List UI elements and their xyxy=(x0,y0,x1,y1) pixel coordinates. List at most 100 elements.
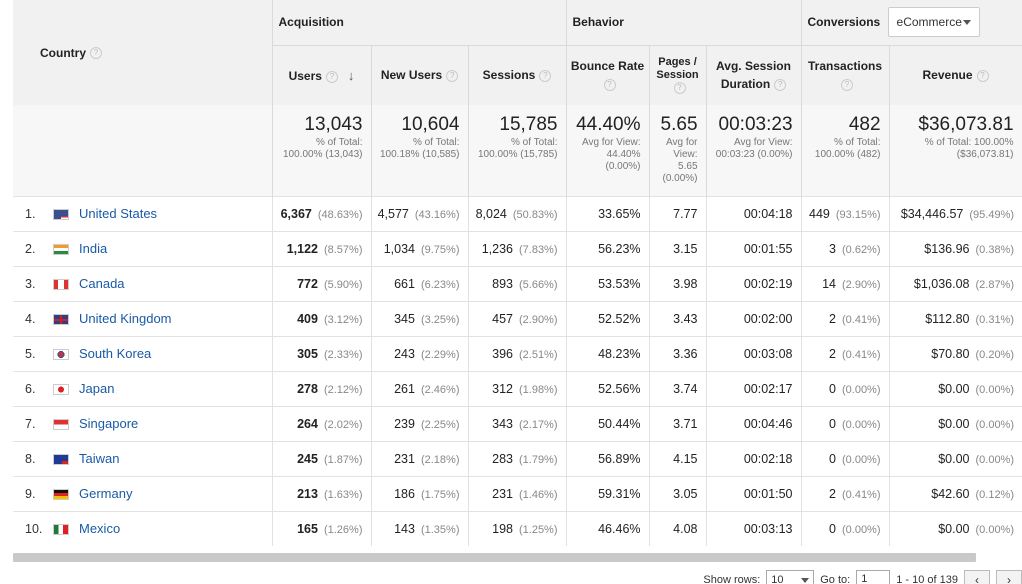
transactions-cell: 2 (0.41%) xyxy=(801,300,890,336)
new-users-header[interactable]: New Users? xyxy=(371,44,469,105)
users-value: 278 xyxy=(297,381,318,396)
country-link[interactable]: Japan xyxy=(79,381,115,396)
transactions-value: 0 xyxy=(829,521,836,536)
horizontal-scrollbar[interactable] xyxy=(13,553,976,562)
new-users-cell: 243 (2.29%) xyxy=(371,335,469,371)
sessions-cell: 893 (5.66%) xyxy=(468,265,567,301)
data-rows: 1. United States 6,367 (48.63%) 4,577 (43.16%… xyxy=(13,195,1022,546)
bounce-rate-header[interactable]: Bounce Rate? xyxy=(566,44,650,105)
table-row: 9. Germany 213 (1.63%) 186 (1.75%) 231 (1.46%) 5… xyxy=(13,475,1022,511)
sort-desc-icon[interactable]: ↓ xyxy=(347,67,355,83)
transactions-cell: 14 (2.90%) xyxy=(801,265,890,301)
users-cell: 409 (3.12%) xyxy=(272,300,372,336)
bounce-rate-cell: 50.44% xyxy=(566,405,650,441)
country-cell: 2. India xyxy=(13,230,273,266)
country-link[interactable]: Taiwan xyxy=(79,451,120,466)
new-users-cell: 239 (2.25%) xyxy=(371,405,469,441)
conversions-label: Conversions xyxy=(807,15,881,30)
bounce-rate-cell: 48.23% xyxy=(566,335,650,371)
transactions-cell: 2 (0.41%) xyxy=(801,475,890,511)
country-link[interactable]: United States xyxy=(79,206,158,221)
country-cell: 1. United States xyxy=(13,195,273,231)
country-link[interactable]: Canada xyxy=(79,276,125,291)
transactions-value: 0 xyxy=(829,381,836,396)
total-sessions: 15,785% of Total: 100.00% (15,785) xyxy=(468,105,567,196)
total-duration-sub: Avg for View: 00:03:23 (0.00%) xyxy=(715,137,793,160)
total-revenue: $36,073.81% of Total: 100.00% ($36,073.8… xyxy=(889,105,1022,196)
duration-cell: 00:03:13 xyxy=(706,510,802,546)
totals-label-cell xyxy=(13,105,273,196)
revenue-value: $0.00 xyxy=(938,416,970,431)
sessions-cell: 231 (1.46%) xyxy=(468,475,567,511)
new-users-cell: 4,577 (43.16%) xyxy=(371,195,469,231)
ca-flag-icon xyxy=(53,279,69,291)
users-value: 772 xyxy=(297,276,318,291)
revenue-pct: (0.00%) xyxy=(975,383,1015,396)
help-icon[interactable]: ? xyxy=(673,81,686,94)
new-users-value: 1,034 xyxy=(383,241,415,256)
sessions-value: 1,236 xyxy=(481,241,513,256)
users-cell: 1,122 (8.57%) xyxy=(272,230,372,266)
transactions-value: 0 xyxy=(829,451,836,466)
users-value: 6,367 xyxy=(280,206,312,221)
revenue-cell: $0.00 (0.00%) xyxy=(889,440,1022,476)
help-icon[interactable]: ? xyxy=(841,79,854,92)
table-row: 3. Canada 772 (5.90%) 661 (6.23%) 893 (5.66%) 53… xyxy=(13,265,1022,301)
sessions-pct: (1.98%) xyxy=(518,383,558,396)
country-cell: 5. South Korea xyxy=(13,335,273,371)
users-pct: (2.02%) xyxy=(323,418,363,431)
show-rows-select[interactable]: 10 xyxy=(766,570,815,584)
help-icon[interactable]: ? xyxy=(774,79,787,92)
sessions-pct: (7.83%) xyxy=(518,243,558,256)
country-link[interactable]: Germany xyxy=(79,486,133,501)
revenue-pct: (0.12%) xyxy=(975,488,1015,501)
country-cell: 4. United Kingdom xyxy=(13,300,273,336)
help-icon[interactable]: ? xyxy=(539,70,552,83)
country-link[interactable]: Singapore xyxy=(79,416,139,431)
pages-session-header[interactable]: Pages / Session? xyxy=(649,44,707,105)
total-revenue-value: $36,073.81 xyxy=(918,114,1014,135)
bounce-rate-cell: 53.53% xyxy=(566,265,650,301)
goto-input[interactable]: 1 xyxy=(856,570,891,584)
pages-session-cell: 3.71 xyxy=(649,405,707,441)
country-link[interactable]: South Korea xyxy=(79,346,152,361)
revenue-header[interactable]: Revenue? xyxy=(889,44,1022,105)
transactions-header[interactable]: Transactions? xyxy=(801,44,890,105)
country-cell: 8. Taiwan xyxy=(13,440,273,476)
help-icon[interactable]: ? xyxy=(90,47,102,60)
new-users-value: 231 xyxy=(394,451,415,466)
sessions-header[interactable]: Sessions? xyxy=(468,44,567,105)
users-value: 1,122 xyxy=(286,241,318,256)
next-page-button[interactable]: › xyxy=(996,570,1022,584)
duration-cell: 00:02:19 xyxy=(706,265,802,301)
country-link[interactable]: Mexico xyxy=(79,521,121,537)
avg-session-duration-header[interactable]: Avg. Session Duration? xyxy=(706,44,802,105)
dropdown-caret-icon xyxy=(962,19,971,25)
country-link[interactable]: United Kingdom xyxy=(79,311,172,326)
new-users-pct: (1.75%) xyxy=(420,488,460,501)
new-users-header-label: New Users xyxy=(380,68,443,83)
pagination-footer: Show rows: 10 Go to: 1 1 - 10 of 139 ‹ › xyxy=(703,570,1022,584)
users-value: 305 xyxy=(297,346,318,361)
help-icon[interactable]: ? xyxy=(325,70,338,83)
total-bounce-rate-sub: Avg for View: 44.40% (0.00%) xyxy=(581,137,641,172)
users-header[interactable]: Users? ↓ xyxy=(272,44,372,105)
bounce-rate-cell: 56.23% xyxy=(566,230,650,266)
help-icon[interactable]: ? xyxy=(976,70,989,83)
revenue-cell: $70.80 (0.20%) xyxy=(889,335,1022,371)
revenue-pct: (0.38%) xyxy=(975,243,1015,256)
sessions-value: 8,024 xyxy=(475,206,507,221)
transactions-cell: 0 (0.00%) xyxy=(801,405,890,441)
prev-page-button[interactable]: ‹ xyxy=(964,570,990,584)
conversion-type-select[interactable]: eCommerce xyxy=(887,7,980,38)
help-icon[interactable]: ? xyxy=(446,70,459,83)
users-pct: (1.63%) xyxy=(323,488,363,501)
row-rank: 10. xyxy=(25,522,43,537)
country-header[interactable]: Country? xyxy=(13,0,273,105)
avg-session-duration-header-label: Avg. Session Duration xyxy=(716,59,791,92)
country-link[interactable]: India xyxy=(79,241,108,256)
new-users-value: 143 xyxy=(394,521,415,536)
users-pct: (3.12%) xyxy=(323,313,363,326)
total-revenue-sub: % of Total: 100.00% ($36,073.81) xyxy=(924,137,1014,160)
help-icon[interactable]: ? xyxy=(603,79,616,92)
